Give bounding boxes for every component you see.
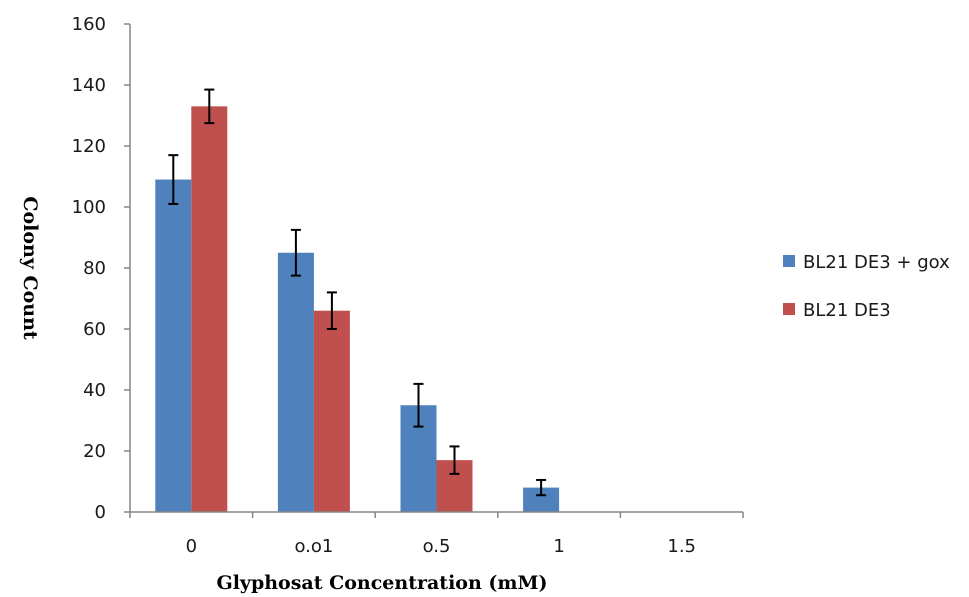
y-axis-title: Colony Count [19,196,41,340]
error-bars-layer [168,88,547,497]
x-tick-label: o.5 [423,536,451,557]
y-tick-label: 80 [83,258,106,279]
bars-layer [155,106,560,513]
legend-swatch-series-1 [783,255,795,267]
bar-series-2 [191,106,228,512]
bar-series-1 [277,252,314,512]
x-ticks-layer: 0 o.o1 o.5 1 1.5 [129,512,744,557]
x-tick-label: 1 [553,536,564,557]
y-tick-label: 0 [95,502,106,523]
legend-label-series-1: BL21 DE3 + gox [803,252,950,273]
y-tick-label: 60 [83,319,106,340]
legend-label-series-2: BL21 DE3 [803,300,891,321]
legend-swatch-series-2 [783,303,795,315]
x-tick-label: 1.5 [667,536,696,557]
y-tick-label: 40 [83,380,106,401]
y-tick-label: 120 [72,136,106,157]
y-tick-label: 100 [72,197,106,218]
bar-series-2 [313,310,350,512]
x-tick-label: 0 [186,536,197,557]
y-tick-label: 140 [72,75,106,96]
y-tick-label: 160 [72,14,106,35]
x-tick-label: o.o1 [294,536,333,557]
y-tick-label: 20 [83,441,106,462]
y-ticks-layer: 0 20 40 60 80 100 120 140 160 [72,14,130,523]
x-axis-title: Glyphosat Concentration (mM) [216,572,547,594]
legend: BL21 DE3 + gox BL21 DE3 [783,252,950,321]
bar-series-1 [155,179,192,513]
